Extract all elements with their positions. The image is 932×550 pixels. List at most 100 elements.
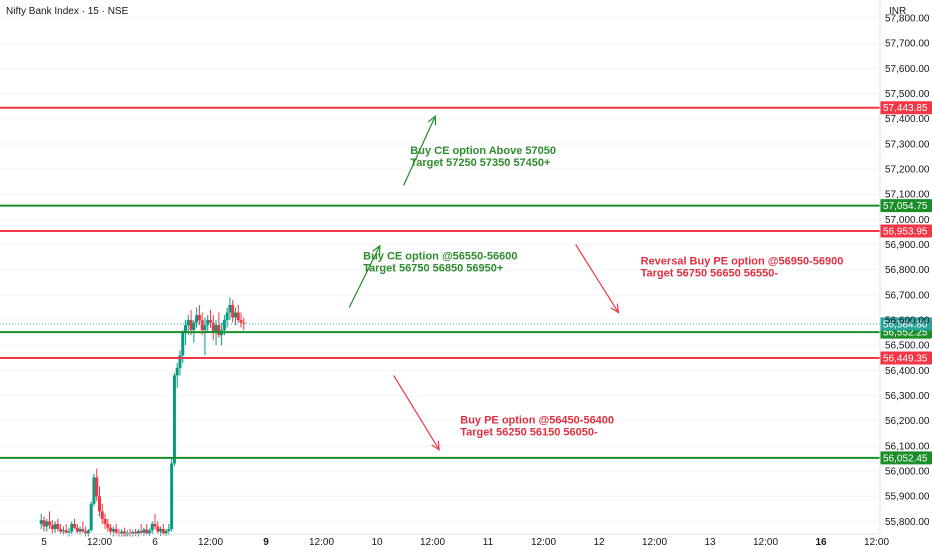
y-tick-label: 57,800.00 <box>885 14 930 25</box>
annotation-text[interactable]: Buy CE option @56550-56600 <box>363 251 517 263</box>
level-label-bg <box>880 351 932 365</box>
y-tick-label: 57,500.00 <box>885 89 930 100</box>
candle <box>189 310 193 336</box>
candle <box>70 521 74 536</box>
y-tick-label: 57,100.00 <box>885 190 930 201</box>
candle <box>156 521 160 534</box>
arrow-red[interactable] <box>575 244 620 314</box>
candle <box>48 511 52 529</box>
x-tick-label: 9 <box>263 537 269 548</box>
candle <box>142 527 146 537</box>
y-tick-label: 56,500.00 <box>885 341 930 352</box>
candle <box>89 501 93 532</box>
candle <box>197 304 201 326</box>
candle <box>164 528 168 537</box>
price-axis[interactable]: 55,800.00 55,900.00 56,000.00 56,100.00 56,2… <box>879 0 930 534</box>
y-tick-label: 56,100.00 <box>885 441 930 452</box>
annotation-text[interactable]: Buy CE option Above 57050 <box>410 145 556 157</box>
arrow-green[interactable] <box>348 244 381 308</box>
y-tick-label: 55,800.00 <box>885 517 930 528</box>
candle <box>136 528 140 537</box>
candle <box>161 523 165 536</box>
x-tick-label: 12:00 <box>864 537 889 548</box>
annotation-text[interactable]: Target 56750 56650 56550- <box>641 268 779 280</box>
candle <box>170 458 174 532</box>
candle <box>84 526 88 537</box>
candle <box>92 473 96 507</box>
y-tick-label: 57,600.00 <box>885 64 930 75</box>
annotation-text[interactable]: Target 56250 56150 56050- <box>460 426 598 438</box>
y-tick-label: 56,000.00 <box>885 467 930 478</box>
levels-layer: 57,443.85 57,054.75 56,953.95 56,552.25 56,4… <box>0 101 932 465</box>
candle <box>98 486 101 517</box>
x-tick-label: 12:00 <box>87 537 112 548</box>
currency-label: INR <box>889 6 907 17</box>
x-tick-label: 16 <box>815 537 827 548</box>
candle <box>109 523 113 536</box>
candle <box>217 312 221 338</box>
candle <box>153 513 157 529</box>
candle <box>53 521 57 533</box>
candle <box>75 523 79 534</box>
y-tick-label: 56,800.00 <box>885 265 930 276</box>
y-tick-label: 57,400.00 <box>885 114 930 125</box>
candle <box>128 528 132 537</box>
x-tick-label: 12 <box>593 537 605 548</box>
candle <box>147 528 151 537</box>
y-tick-label: 55,900.00 <box>885 492 930 503</box>
y-tick-label: 56,300.00 <box>885 391 930 402</box>
x-tick-label: 12:00 <box>642 537 667 548</box>
candle <box>111 526 115 537</box>
annotation-text[interactable]: Reversal Buy PE option @56950-56900 <box>641 256 844 268</box>
candle <box>150 521 154 535</box>
last-price-label: 56,584.80 <box>883 319 928 330</box>
arrows-layer <box>348 114 620 451</box>
candle <box>203 317 207 356</box>
candle <box>95 468 99 502</box>
candle <box>228 297 232 321</box>
candle <box>120 528 124 537</box>
candle <box>50 520 54 534</box>
candle <box>117 528 121 537</box>
last-price-label-bg <box>880 317 932 331</box>
candles-layer <box>39 297 246 537</box>
y-tick-label: 56,600.00 <box>885 316 930 327</box>
candle <box>81 521 85 533</box>
level-label: 56,552.25 <box>883 328 928 339</box>
annotation-text[interactable]: Target 56750 56850 56950+ <box>363 263 503 275</box>
chart-title: Nifty Bank Index · 15 · NSE <box>6 6 129 17</box>
annotation-text[interactable]: Buy PE option @56450-56400 <box>460 414 614 426</box>
level-label-bg <box>880 199 932 213</box>
x-tick-label: 11 <box>483 537 494 548</box>
level-label: 57,443.85 <box>883 103 928 114</box>
candle <box>125 530 129 537</box>
x-tick-label: 6 <box>152 537 158 548</box>
level-label: 57,054.75 <box>883 201 928 212</box>
candle <box>42 516 46 532</box>
candle <box>100 503 104 524</box>
arrow-green[interactable] <box>403 114 437 186</box>
annotation-text[interactable]: Target 57250 57350 57450+ <box>410 157 550 169</box>
candle <box>131 530 135 537</box>
candle <box>56 518 60 532</box>
time-axis[interactable]: 5 12:00 6 12:00 9 12:00 10 12:00 11 12:00 12 12:00 1… <box>0 533 889 548</box>
candle <box>103 513 107 529</box>
x-tick-label: 5 <box>41 537 47 548</box>
x-tick-label: 10 <box>371 537 383 548</box>
candle <box>172 372 176 467</box>
candle <box>73 518 77 529</box>
candle <box>39 513 43 529</box>
candle <box>239 312 243 328</box>
x-tick-label: 12:00 <box>198 537 223 548</box>
grid-layer <box>0 17 880 522</box>
candle <box>114 523 118 536</box>
level-label: 56,449.35 <box>883 353 928 364</box>
y-tick-label: 57,000.00 <box>885 215 930 226</box>
arrow-red[interactable] <box>393 375 440 451</box>
candle <box>67 527 71 537</box>
level-label-bg <box>880 224 932 238</box>
candle <box>233 307 237 326</box>
candle <box>167 523 171 536</box>
